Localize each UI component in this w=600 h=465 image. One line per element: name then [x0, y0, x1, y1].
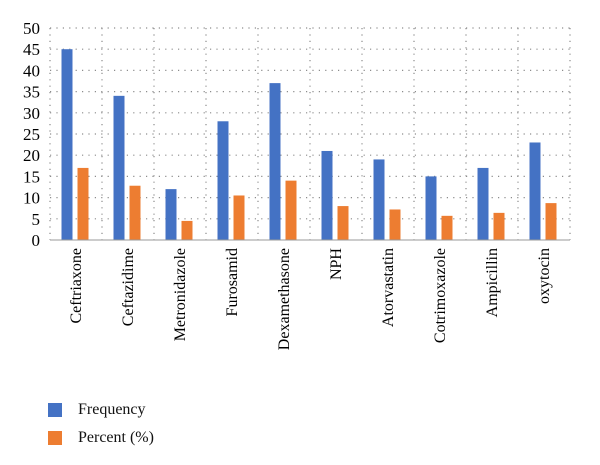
legend-label-percent: Percent (%) [78, 429, 154, 446]
bar-frequency [113, 95, 125, 240]
bar-percent [545, 203, 557, 240]
y-tick-label: 40 [23, 61, 40, 80]
y-tick-label: 35 [23, 83, 40, 102]
y-tick-label: 5 [32, 210, 41, 229]
legend: Frequency Percent (%) [48, 396, 154, 452]
bar-frequency [61, 49, 73, 241]
legend-item-frequency: Frequency [48, 396, 154, 424]
bar-frequency [373, 159, 385, 240]
legend-swatch-frequency [48, 403, 62, 417]
bar-frequency [269, 83, 281, 241]
category-label: Cotrimoxazole [432, 248, 449, 343]
y-tick-label: 0 [32, 231, 41, 250]
bar-percent [493, 212, 505, 240]
bar-frequency [529, 142, 541, 240]
y-tick-label: 10 [23, 189, 40, 208]
category-label: Furosamid [224, 248, 241, 316]
bar-frequency [217, 121, 229, 240]
y-tick-label: 45 [23, 40, 40, 59]
bar-frequency [425, 176, 437, 240]
bar-frequency [165, 189, 177, 240]
bar-percent [285, 180, 297, 240]
category-labels: Ceftriaxone Ceftazidime Metronidazole Furos… [68, 248, 553, 351]
category-label: oxytocin [536, 248, 553, 304]
legend-swatch-percent [48, 431, 62, 445]
category-label: Ceftriaxone [68, 248, 85, 324]
y-tick-label: 30 [23, 104, 40, 123]
y-tick-label: 15 [23, 167, 40, 186]
bars [61, 49, 557, 241]
bar-frequency [321, 150, 333, 240]
y-tick-label: 25 [23, 125, 40, 144]
y-axis-ticks: 0 5 10 15 20 25 30 35 40 45 50 [23, 19, 40, 250]
category-label: Ampicillin [484, 248, 501, 317]
category-label: Dexamethasone [276, 248, 293, 350]
grid-lines [49, 27, 571, 240]
bar-percent [181, 220, 193, 240]
category-label: NPH [328, 248, 345, 280]
bar-percent [441, 215, 453, 240]
bar-percent [77, 167, 89, 240]
category-label: Ceftazidime [120, 248, 137, 326]
y-tick-label: 50 [23, 19, 40, 38]
bar-percent [129, 185, 141, 240]
legend-label-frequency: Frequency [78, 401, 146, 418]
y-tick-label: 20 [23, 146, 40, 165]
bar-percent [389, 209, 401, 240]
bar-percent [233, 195, 245, 240]
category-label: Atorvastatin [380, 248, 397, 327]
category-label: Metronidazole [172, 248, 189, 341]
bar-percent [337, 206, 349, 240]
bar-frequency [477, 167, 489, 240]
legend-item-percent: Percent (%) [48, 424, 154, 452]
